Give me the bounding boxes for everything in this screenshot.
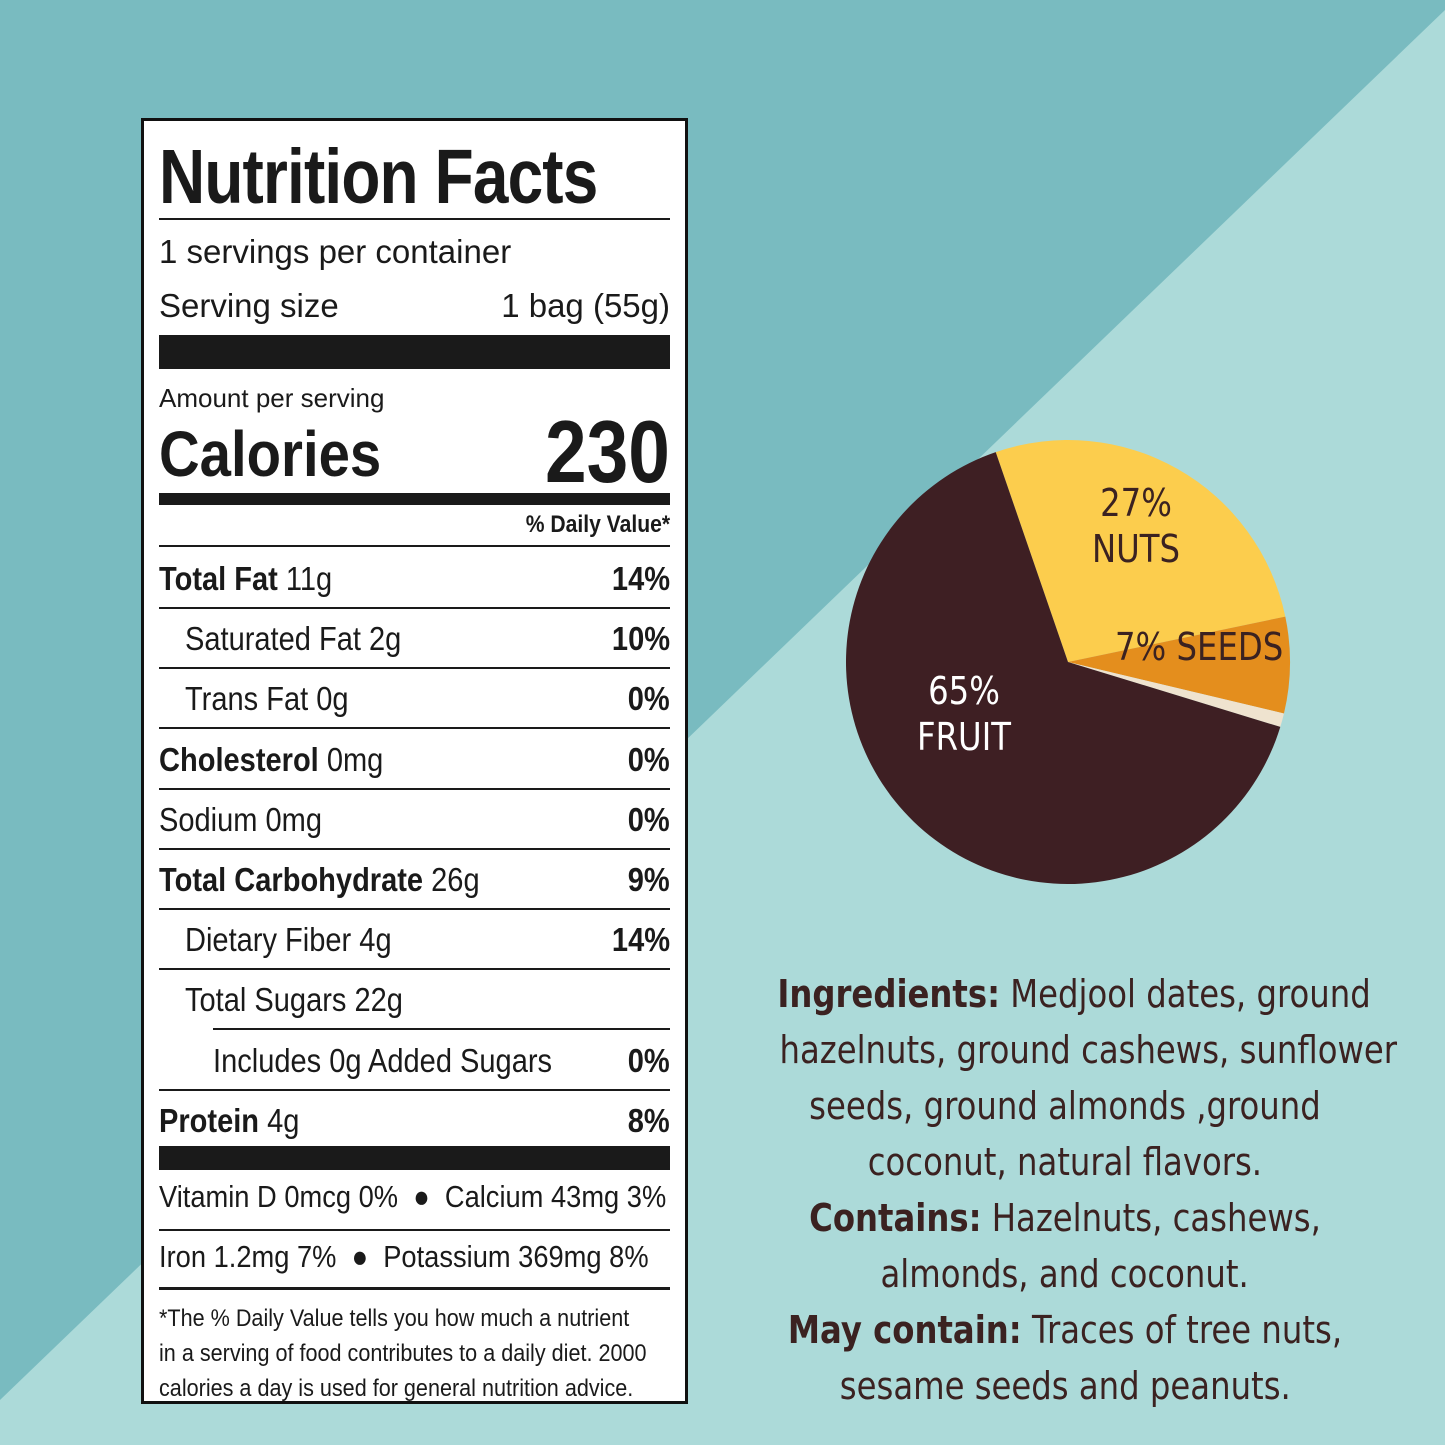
nutrient-daily-value: 0% bbox=[628, 740, 670, 778]
thick-divider bbox=[159, 335, 670, 369]
divider bbox=[159, 1088, 670, 1091]
nutrient-name: Protein 4g bbox=[159, 1102, 299, 1140]
serving-size-value: 1 bag (55g) bbox=[501, 287, 670, 324]
ingredients-label: Ingredients: bbox=[777, 972, 1001, 1016]
nutrient-amount: 4g bbox=[267, 1101, 300, 1139]
nutrient-amount: 0g bbox=[316, 680, 349, 718]
divider bbox=[159, 607, 670, 609]
nutrient-name: Includes 0g Added Sugars bbox=[213, 1042, 552, 1080]
pie-slice-fruit bbox=[846, 452, 1281, 884]
divider bbox=[159, 727, 670, 730]
divider bbox=[159, 1287, 670, 1290]
pie-label-fruit: 65% FRUIT bbox=[917, 669, 1011, 759]
pie-slice-nuts bbox=[995, 440, 1286, 662]
divider bbox=[159, 218, 670, 220]
nutrient-label: Cholesterol bbox=[159, 740, 319, 778]
potassium: Potassium 369mg 8% bbox=[383, 1239, 649, 1274]
daily-value-header: % Daily Value* bbox=[525, 511, 670, 538]
nutrient-row: Total Fat 11g 14% bbox=[159, 553, 670, 605]
serving-size-label: Serving size bbox=[159, 287, 339, 324]
nutrient-label: Total Sugars bbox=[185, 981, 347, 1019]
calories-row: Calories 230 bbox=[159, 402, 670, 501]
nutrient-label: Total Fat bbox=[159, 560, 278, 597]
divider bbox=[159, 968, 670, 971]
nutrition-facts-label: Nutrition Facts 1 servings per container… bbox=[141, 118, 688, 1404]
divider bbox=[213, 1028, 670, 1031]
composition-pie-chart: 27% NUTS 7% SEEDS 65% FRUIT bbox=[838, 432, 1298, 892]
nutrient-daily-value: 14% bbox=[611, 921, 670, 959]
nutrient-row: Dietary Fiber 4g 14% bbox=[159, 914, 670, 966]
nutrient-name: Total Fat 11g bbox=[159, 560, 332, 598]
nutrient-amount: 11g bbox=[285, 560, 333, 597]
nutrient-daily-value: 8% bbox=[628, 1101, 670, 1139]
vitamin-d: Vitamin D 0mcg 0% bbox=[159, 1179, 399, 1214]
nutrient-amount: 0mg bbox=[265, 800, 323, 838]
bullet: ● bbox=[413, 1179, 430, 1214]
thick-divider bbox=[159, 1146, 670, 1170]
nutrient-label: Includes 0g Added Sugars bbox=[213, 1041, 553, 1079]
nutrient-row: Cholesterol 0mg 0% bbox=[159, 734, 670, 786]
nutrient-daily-value: 0% bbox=[628, 800, 670, 838]
nutrient-name: Cholesterol 0mg bbox=[159, 741, 383, 779]
divider bbox=[159, 1229, 670, 1231]
nutrient-name: Saturated Fat 2g bbox=[185, 620, 401, 658]
nutrient-name: Dietary Fiber 4g bbox=[185, 921, 392, 959]
vitamins-row-2: Iron 1.2mg 7% ● Potassium 369mg 8% bbox=[159, 1239, 670, 1275]
nutrient-daily-value: 14% bbox=[611, 560, 670, 597]
nutrient-row: Sodium 0mg 0% bbox=[159, 794, 670, 846]
pie-slice-other bbox=[1068, 662, 1284, 727]
calories-label: Calories bbox=[159, 418, 382, 490]
nutrient-row: Protein 4g 8% bbox=[159, 1095, 670, 1147]
ingredients-block: Ingredients: Medjool dates, ground hazel… bbox=[777, 972, 1398, 1408]
nutrient-daily-value: 9% bbox=[628, 861, 670, 898]
divider bbox=[159, 908, 670, 910]
nutrient-amount: 22g bbox=[354, 981, 403, 1019]
bullet: ● bbox=[351, 1239, 369, 1274]
nutrient-amount: 4g bbox=[359, 921, 392, 959]
nutrient-row: Saturated Fat 2g 10% bbox=[159, 613, 670, 665]
nutrient-name: Total Sugars 22g bbox=[185, 981, 403, 1019]
calcium: Calcium 43mg 3% bbox=[444, 1179, 667, 1214]
pie-label-seeds: 7% SEEDS bbox=[1115, 625, 1284, 669]
contains-label: Contains: bbox=[809, 1196, 982, 1240]
divider bbox=[159, 545, 670, 547]
nutrient-row: Total Carbohydrate 26g 9% bbox=[159, 854, 670, 906]
nutrient-row: Total Sugars 22g bbox=[159, 974, 670, 1026]
nutrient-name: Sodium 0mg bbox=[159, 801, 322, 839]
may-contain-label: May contain: bbox=[787, 1308, 1022, 1352]
nutrient-amount: 0mg bbox=[326, 740, 384, 778]
pie-slice-seeds bbox=[1068, 616, 1290, 714]
divider bbox=[159, 847, 670, 850]
nutrient-label: Total Carbohydrate bbox=[159, 861, 424, 898]
medium-divider bbox=[159, 493, 670, 505]
iron: Iron 1.2mg 7% bbox=[159, 1239, 337, 1274]
nutrient-daily-value: 0% bbox=[628, 680, 670, 718]
nutrient-row: Includes 0g Added Sugars 0% bbox=[159, 1035, 670, 1087]
calories-value: 230 bbox=[545, 402, 670, 501]
nutrient-amount: 2g bbox=[369, 620, 402, 658]
serving-size-row: Serving size 1 bag (55g) bbox=[159, 287, 670, 325]
pie-label-nuts: 27% NUTS bbox=[1091, 481, 1181, 571]
vitamins-row-1: Vitamin D 0mcg 0% ● Calcium 43mg 3% bbox=[159, 1179, 670, 1215]
nutrient-name: Trans Fat 0g bbox=[185, 680, 349, 718]
nutrient-row: Trans Fat 0g 0% bbox=[159, 673, 670, 725]
nutrient-label: Trans Fat bbox=[185, 680, 309, 718]
amount-per-serving: Amount per serving bbox=[159, 383, 385, 413]
nutrient-label: Sodium bbox=[159, 800, 258, 838]
pie-svg bbox=[846, 440, 1290, 884]
divider bbox=[159, 787, 670, 790]
servings-per-container: 1 servings per container bbox=[159, 233, 512, 270]
divider bbox=[159, 667, 670, 670]
footnote: *The % Daily Value tells you how much a … bbox=[159, 1305, 647, 1402]
nutrient-daily-value: 0% bbox=[628, 1041, 670, 1079]
nutrient-daily-value: 10% bbox=[611, 620, 670, 658]
nutrient-label: Saturated Fat bbox=[185, 620, 361, 658]
nutrient-label: Protein bbox=[159, 1101, 260, 1139]
nutrient-name: Total Carbohydrate 26g bbox=[159, 861, 480, 899]
nutrient-label: Dietary Fiber bbox=[185, 921, 352, 959]
nutrition-title: Nutrition Facts bbox=[159, 134, 598, 220]
nutrient-amount: 26g bbox=[431, 861, 480, 898]
